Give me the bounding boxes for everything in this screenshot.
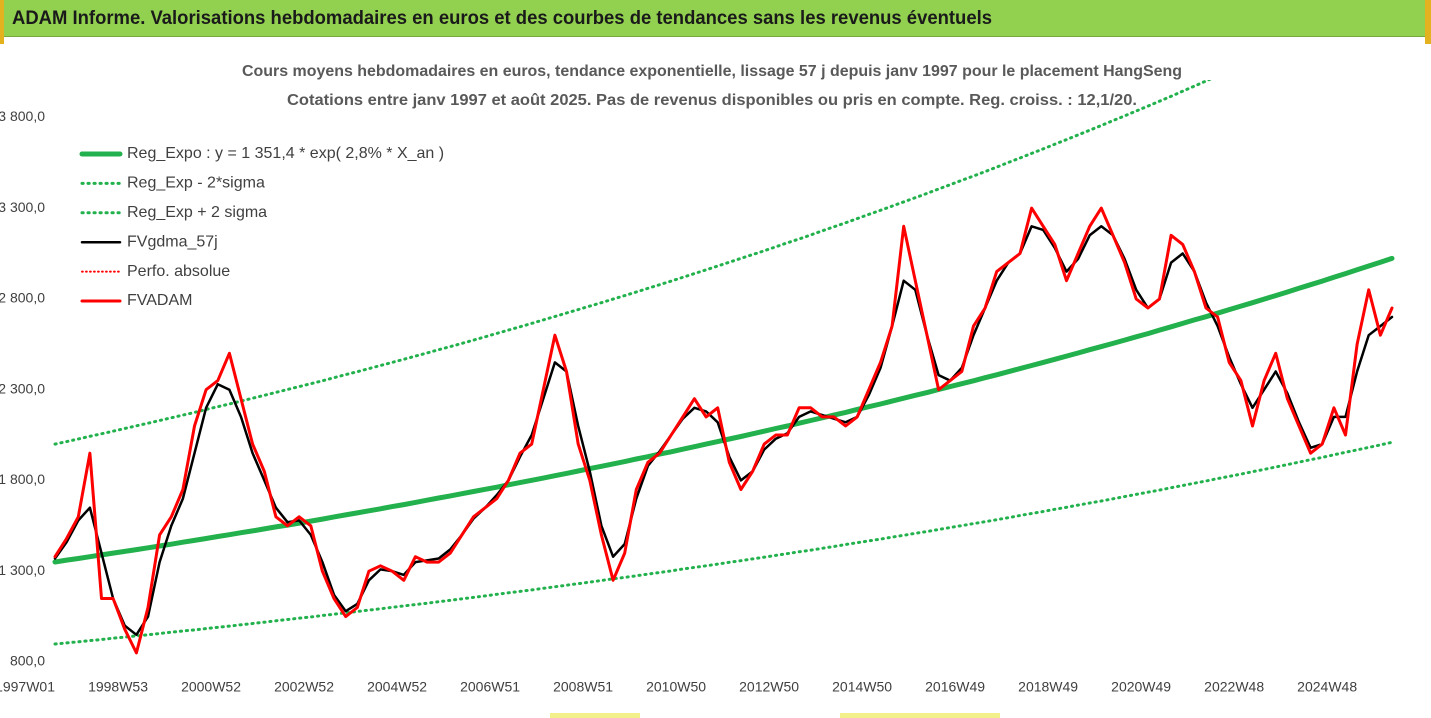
- x-tick-label: 1997W01: [0, 679, 55, 695]
- chart-title: Cours moyens hebdomadaires en euros, ten…: [242, 63, 1182, 80]
- y-tick-label: 800,0: [10, 653, 45, 669]
- x-tick-label: 2024W48: [1297, 679, 1357, 695]
- legend-label: Reg_Exp - 2*sigma: [127, 175, 265, 192]
- edge-mark: [1425, 0, 1431, 44]
- y-tick-label: 2 800,0: [0, 290, 45, 306]
- edge-mark: [550, 713, 640, 718]
- series-line: [53, 80, 1213, 446]
- edge-mark: [840, 713, 1000, 718]
- y-tick-label: 3 300,0: [0, 199, 45, 215]
- x-tick-label: 2012W50: [739, 679, 799, 695]
- legend-label: Reg_Exp + 2 sigma: [127, 204, 267, 221]
- legend-label: Reg_Expo : y = 1 351,4 * exp( 2,8% * X_a…: [127, 145, 444, 162]
- x-tick-label: 1998W53: [88, 679, 148, 695]
- y-tick-label: 2 300,0: [0, 380, 45, 396]
- header-bar: [0, 0, 1431, 37]
- x-tick-label: 2022W48: [1204, 679, 1264, 695]
- x-tick-label: 2000W52: [181, 679, 241, 695]
- x-tick-label: 2008W51: [553, 679, 613, 695]
- x-tick-label: 2018W49: [1018, 679, 1078, 695]
- edge-mark: [0, 0, 4, 44]
- x-tick-label: 2010W50: [646, 679, 706, 695]
- legend-label: FVADAM: [127, 292, 192, 309]
- x-tick-label: 2002W52: [274, 679, 334, 695]
- x-tick-label: 2004W52: [367, 679, 427, 695]
- x-tick-label: 2006W51: [460, 679, 520, 695]
- y-tick-label: 1 800,0: [0, 471, 45, 487]
- series-line: [53, 440, 1394, 646]
- x-tick-label: 2014W50: [832, 679, 892, 695]
- x-tick-label: 2020W49: [1111, 679, 1171, 695]
- page-title: ADAM Informe. Valorisations hebdomadaire…: [12, 8, 992, 29]
- y-tick-label: 3 800,0: [0, 108, 45, 124]
- series-line: [53, 206, 1394, 655]
- x-tick-label: 2016W49: [925, 679, 985, 695]
- legend-label: FVgdma_57j: [127, 233, 218, 250]
- series-line: [52, 255, 1395, 565]
- y-tick-label: 1 300,0: [0, 562, 45, 578]
- plot-area: [52, 80, 1395, 655]
- chart-subtitle: Cotations entre janv 1997 et août 2025. …: [287, 92, 1137, 109]
- legend-label: Perfo. absolue: [127, 263, 230, 280]
